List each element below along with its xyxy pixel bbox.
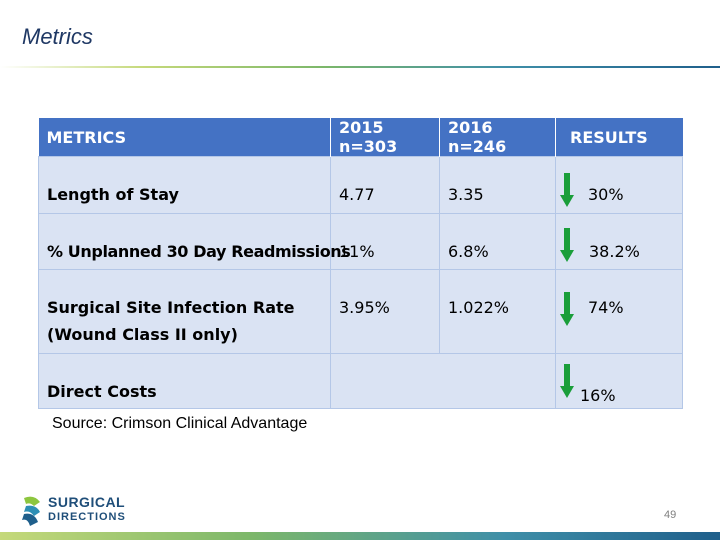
metric-name: Direct Costs [38,353,331,409]
header-2016: 2016 n=246 [439,118,556,157]
header-results: RESULTS [555,118,683,157]
metric-name-line2: (Wound Class II only) [47,325,238,344]
arrow-down-icon [560,228,574,262]
logo-mark-icon [22,496,40,526]
table-header-row: METRICS 2015 n=303 2016 n=246 RESULTS [38,118,683,157]
source-note: Source: Crimson Clinical Advantage [52,415,308,432]
result-cell: 38.2% [555,213,683,270]
metric-name: Length of Stay [38,156,331,214]
value-2015: 11% [330,213,440,270]
result-value: 16% [580,386,616,405]
value-2015: 3.95% [330,269,440,354]
result-value: 74% [588,298,624,317]
result-cell: 30% [555,156,683,214]
result-cell: 74% [555,269,683,354]
table-row: Direct Costs 16% [38,353,683,409]
result-value: 38.2% [589,242,640,261]
page-number: 49 [664,509,677,521]
metric-name: % Unplanned 30 Day Readmissions [38,213,351,270]
header-metrics: METRICS [38,118,331,157]
metric-name: Surgical Site Infection Rate (Wound Clas… [38,269,331,354]
table-row: Length of Stay 4.77 3.35 30% [38,156,683,214]
arrow-down-icon [560,292,574,326]
logo-text-surgical: SURGICAL [48,494,126,510]
logo-text-directions: DIRECTIONS [48,511,126,523]
company-logo: SURGICAL DIRECTIONS [20,494,132,528]
value-2016: 3.35 [439,156,556,214]
empty-value-cell [330,353,556,409]
table-row: % Unplanned 30 Day Readmissions 11% 6.8%… [38,213,683,270]
metric-name-line1: Surgical Site Infection Rate [47,298,295,317]
header-2015: 2015 n=303 [330,118,440,157]
value-2016: 6.8% [439,213,556,270]
value-2015: 4.77 [330,156,440,214]
result-cell: 16% [555,353,683,409]
arrow-down-icon [560,364,574,398]
result-value: 30% [588,185,624,204]
table-row: Surgical Site Infection Rate (Wound Clas… [38,269,683,354]
page-title: Metrics [22,24,93,49]
arrow-down-icon [560,173,574,207]
metrics-table: METRICS 2015 n=303 2016 n=246 RESULTS Le… [38,118,683,409]
value-2016: 1.022% [439,269,556,354]
footer-bar [0,532,720,540]
title-divider [0,66,720,68]
